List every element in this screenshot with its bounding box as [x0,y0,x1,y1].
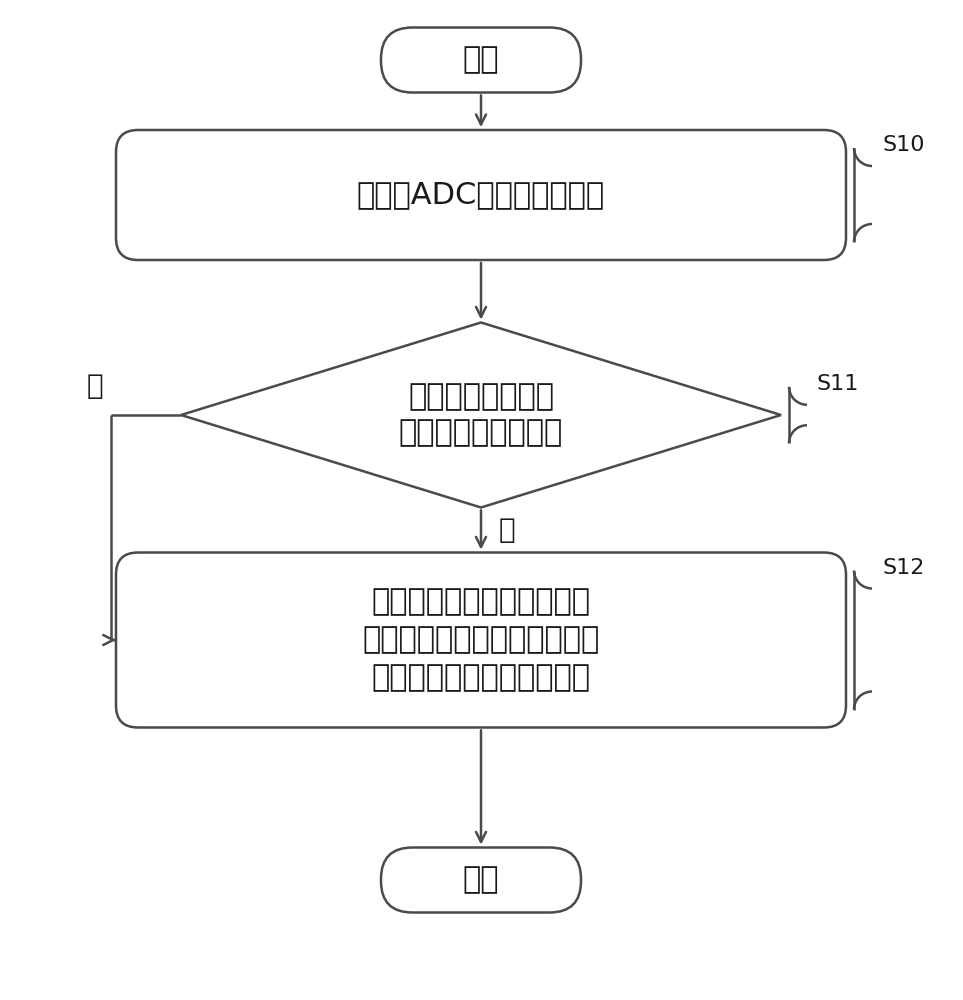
FancyBboxPatch shape [116,552,846,728]
Text: 是: 是 [87,372,103,400]
Text: S12: S12 [882,558,924,578]
Text: 传感器是否存在故障: 传感器是否存在故障 [399,418,563,448]
Text: 否: 否 [499,516,515,544]
Text: 接收由ADC发送的数字信号: 接收由ADC发送的数字信号 [357,180,605,210]
Text: 和与用户需求对应的目标颗粒: 和与用户需求对应的目标颗粒 [362,626,600,654]
Text: 开始: 开始 [463,45,499,75]
Text: 根据数字信号判断: 根据数字信号判断 [408,382,554,412]
FancyBboxPatch shape [381,27,581,93]
Text: 直径计算对应的目标颗粒数: 直径计算对应的目标颗粒数 [372,664,590,692]
FancyBboxPatch shape [116,130,846,260]
Text: S10: S10 [882,135,924,155]
Text: 利用颗粒算法根据数字信号: 利用颗粒算法根据数字信号 [372,587,590,616]
Polygon shape [181,322,781,508]
Text: 结束: 结束 [463,865,499,894]
Text: S11: S11 [817,374,859,394]
FancyBboxPatch shape [381,848,581,912]
